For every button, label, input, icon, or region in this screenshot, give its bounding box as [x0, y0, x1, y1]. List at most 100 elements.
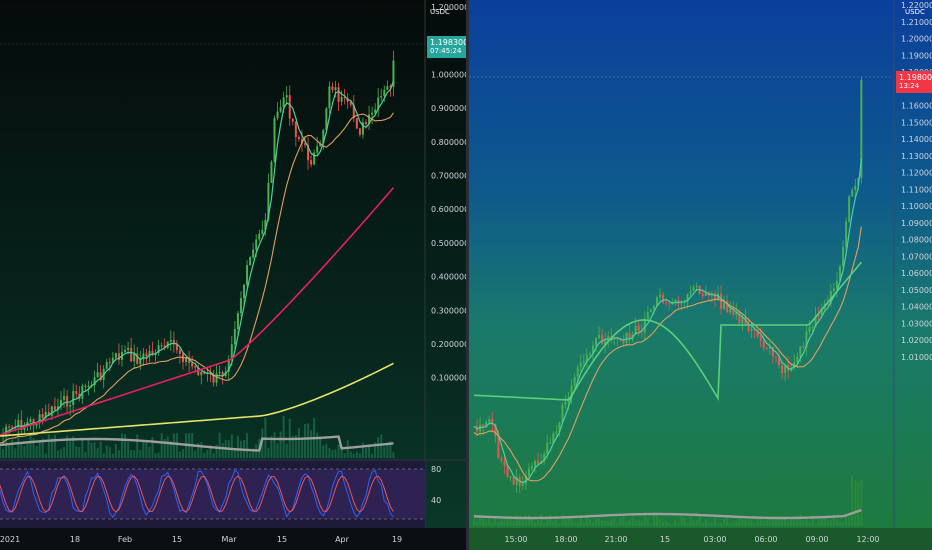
volume-bar: [607, 521, 610, 526]
right-time-axis-labels[interactable]: 15:00 18:00 21:00 15 03:00 06:00 09:00 12:00: [504, 535, 879, 544]
volume-bar: [631, 517, 634, 526]
volume-bar: [781, 516, 784, 526]
candle-body: [796, 357, 799, 363]
volume-bar: [44, 453, 47, 458]
volume-bar: [349, 451, 352, 458]
volume-bar: [649, 523, 652, 526]
volume-bar: [72, 436, 75, 458]
candle-body: [66, 396, 69, 407]
volume-bar: [2, 449, 5, 458]
volume-bar: [762, 520, 765, 526]
volume-ma-line: [473, 508, 862, 520]
volume-bar: [111, 453, 114, 458]
candle-body: [267, 182, 270, 220]
candle-body: [383, 89, 386, 97]
candle-body: [233, 329, 236, 345]
volume-bar: [851, 475, 854, 526]
candle-body: [811, 326, 814, 328]
volume-bar: [747, 519, 750, 526]
price-tick-label: 1.010000: [901, 353, 932, 362]
volume-bar: [114, 444, 117, 458]
ma-fast-line: [473, 158, 862, 484]
candle-body: [355, 118, 358, 129]
candle-body: [503, 460, 506, 466]
candle-body: [99, 372, 102, 381]
candle-body: [191, 362, 194, 367]
volume-bar: [473, 518, 475, 526]
volume-bar: [105, 445, 108, 458]
right-price-tag-value: 1.198000: [899, 73, 932, 82]
volume-bar: [151, 436, 154, 458]
volume-bar: [665, 521, 668, 526]
candle-body: [808, 327, 811, 332]
left-price-chart[interactable]: 1.2000001.1000001.0000000.9000000.800000…: [0, 0, 466, 550]
candle-body: [820, 308, 823, 316]
volume-bar: [358, 453, 361, 458]
volume-bar: [595, 518, 597, 526]
right-price-chart[interactable]: 1.2200001.2100001.2000001.1900001.180000…: [469, 0, 932, 550]
volume-bar: [310, 429, 313, 458]
price-tick-label: 1.050000: [901, 286, 932, 295]
price-tick-label: 1.090000: [901, 219, 932, 228]
right-chart-pane[interactable]: 1.2200001.2100001.2000001.1900001.180000…: [469, 0, 932, 550]
volume-bar: [230, 434, 233, 458]
volume-bar: [11, 439, 14, 458]
candle-body: [570, 385, 573, 397]
right-moving-averages: [473, 158, 862, 520]
candle-body: [735, 311, 738, 315]
candle-body: [662, 294, 665, 303]
candle-body: [747, 324, 750, 331]
volume-bar: [380, 434, 383, 458]
candle-body: [573, 376, 576, 386]
volume-bar: [527, 514, 530, 526]
candle-body: [527, 468, 530, 476]
candle-body: [380, 96, 383, 98]
volume-bar: [765, 518, 768, 526]
volume-bar: [790, 517, 793, 526]
volume-bar: [389, 441, 392, 458]
volume-bar: [32, 438, 35, 458]
volume-bar: [640, 521, 643, 526]
price-tick-label: 0.300000: [431, 306, 466, 315]
volume-bar: [304, 423, 306, 458]
candle-body: [160, 345, 163, 347]
candle-body: [47, 411, 50, 416]
candle-body: [50, 406, 53, 416]
candle-body: [677, 299, 680, 304]
chart-divider[interactable]: [466, 0, 469, 550]
candle-body: [197, 367, 200, 376]
volume-bar: [17, 432, 20, 458]
ma-orange-line: [0, 112, 394, 444]
volume-bar: [331, 450, 334, 458]
time-tick-label: 06:00: [754, 535, 777, 544]
candle-body: [172, 340, 175, 345]
right-price-axis[interactable]: 1.2200001.2100001.2000001.1900001.180000…: [901, 1, 932, 362]
volume-bar: [521, 518, 524, 526]
candle-body: [765, 347, 768, 349]
volume-bar: [14, 448, 17, 458]
candle-body: [252, 249, 255, 258]
left-price-axis[interactable]: 1.2000001.1000001.0000000.9000000.800000…: [431, 3, 466, 505]
candle-body: [802, 346, 805, 348]
volume-bar: [774, 516, 777, 526]
candle-body: [720, 293, 723, 309]
candle-body: [178, 350, 181, 354]
stoch-k-line: [0, 469, 394, 519]
volume-bar: [585, 514, 588, 526]
volume-bar: [613, 517, 616, 526]
candle-body: [537, 460, 540, 464]
volume-bar: [84, 451, 87, 458]
volume-bar: [29, 433, 32, 458]
volume-bar: [300, 438, 303, 458]
volume-bar: [768, 516, 771, 526]
volume-bar: [741, 519, 744, 526]
price-tick-label: 1.200000: [901, 35, 932, 44]
left-time-axis-labels[interactable]: 2021 18 Feb 15 Mar 15 Apr 19: [0, 535, 402, 544]
candle-body: [139, 359, 142, 364]
volume-bar: [659, 518, 662, 526]
candle-body: [285, 95, 288, 98]
right-time-axis: [469, 528, 932, 550]
candle-body: [185, 357, 188, 363]
left-chart-pane[interactable]: 1.2000001.1000001.0000000.9000000.800000…: [0, 0, 466, 550]
left-time-axis: [0, 528, 466, 550]
